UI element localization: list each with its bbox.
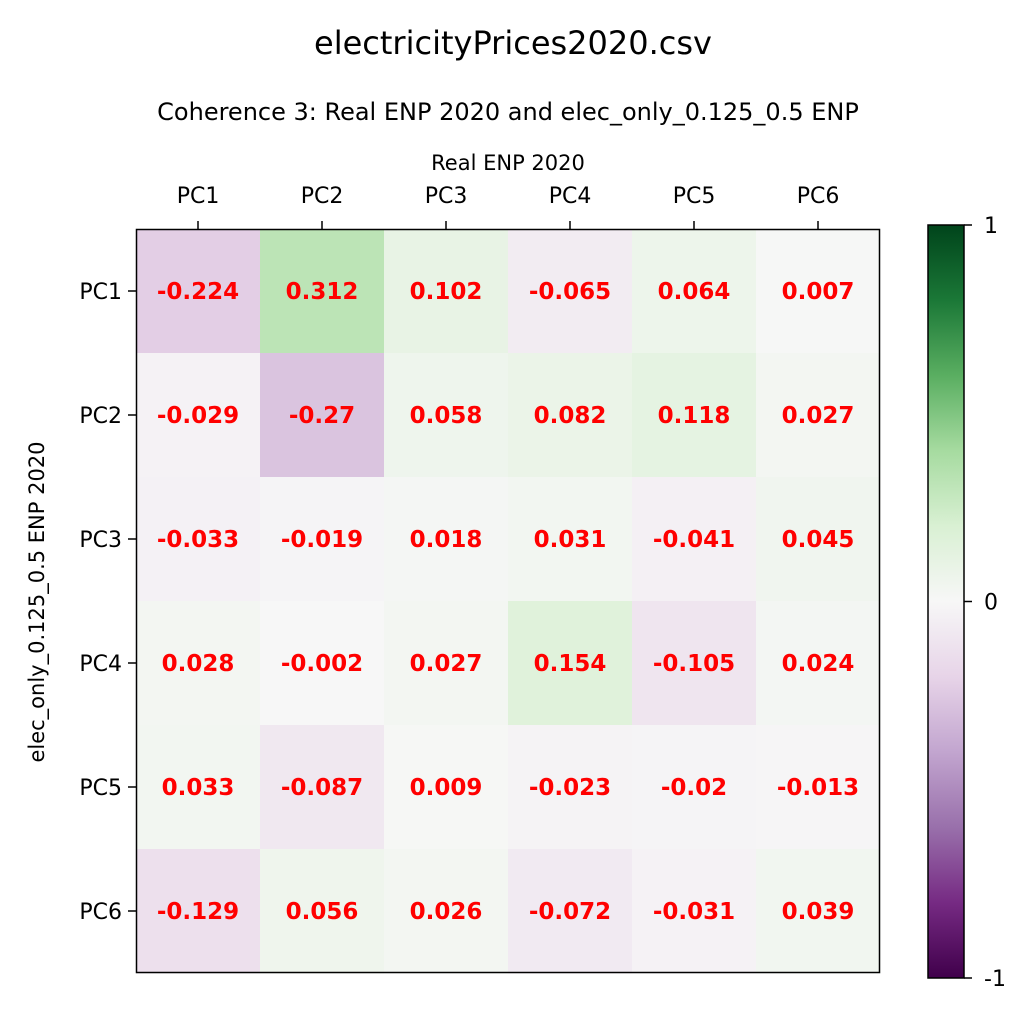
heatmap-cell <box>136 725 261 850</box>
cell-value-label: -0.02 <box>661 775 727 801</box>
heatmap-cell <box>508 477 633 602</box>
heatmap-cell <box>136 601 261 726</box>
cell-value-label: 0.045 <box>782 527 855 553</box>
cell-value-label: -0.002 <box>281 651 363 677</box>
heatmap-cell <box>756 601 881 726</box>
heatmap-cell <box>632 849 757 974</box>
colorbar <box>927 224 965 979</box>
cell-value-label: -0.105 <box>653 651 735 677</box>
heatmap-cell <box>260 229 385 354</box>
heatmap-cell <box>756 353 881 478</box>
heatmap-cell <box>756 229 881 354</box>
x-tick-label: PC3 <box>425 184 468 209</box>
heatmap-cell <box>260 725 385 850</box>
chart-subtitle: Coherence 3: Real ENP 2020 and elec_only… <box>157 98 859 126</box>
heatmap-cell <box>136 849 261 974</box>
y-tick-label: PC5 <box>79 776 122 801</box>
cell-value-label: 0.039 <box>782 899 855 925</box>
cell-value-label: -0.013 <box>777 775 859 801</box>
heatmap-cell <box>756 477 881 602</box>
cell-value-label: -0.041 <box>653 527 735 553</box>
y-tick-label: PC4 <box>79 652 122 677</box>
y-axis-label: elec_only_0.125_0.5 ENP 2020 <box>25 441 50 762</box>
heatmap-cell <box>260 849 385 974</box>
y-axis-ticks: PC1 PC2 PC3 PC4 PC5 PC6 <box>79 280 136 925</box>
heatmap-cell <box>384 229 509 354</box>
x-axis-label: Real ENP 2020 <box>431 151 585 175</box>
heatmap-cell <box>508 725 633 850</box>
heatmap-cell <box>260 601 385 726</box>
y-tick-label: PC6 <box>79 900 122 925</box>
heatmap-cell <box>632 229 757 354</box>
cell-value-label: 0.082 <box>534 403 607 429</box>
heatmap-cell <box>260 353 385 478</box>
heatmap-cell <box>136 477 261 602</box>
x-axis-ticks: PC1 PC2 PC3 PC4 PC5 PC6 <box>177 184 840 229</box>
cell-value-label: 0.007 <box>782 279 855 305</box>
cell-value-label: 0.058 <box>410 403 483 429</box>
heatmap-cell <box>632 601 757 726</box>
colorbar-tick-label: 0 <box>984 591 998 616</box>
cell-value-label: 0.031 <box>534 527 607 553</box>
cell-value-label: -0.27 <box>289 403 355 429</box>
heatmap-cell <box>508 229 633 354</box>
cell-value-label: 0.027 <box>410 651 483 677</box>
x-tick-label: PC2 <box>301 184 344 209</box>
cell-value-label: -0.065 <box>529 279 611 305</box>
x-tick-label: PC5 <box>673 184 716 209</box>
cell-value-label: -0.087 <box>281 775 363 801</box>
cell-value-label: 0.033 <box>162 775 235 801</box>
heatmap-cell <box>756 725 881 850</box>
cell-value-label: 0.312 <box>286 279 359 305</box>
plot-frame <box>135 228 881 974</box>
y-tick-label: PC1 <box>79 280 122 305</box>
cell-value-label: 0.154 <box>534 651 607 677</box>
heatmap-cell <box>260 477 385 602</box>
heatmap-cell <box>384 849 509 974</box>
cell-value-label: -0.031 <box>653 899 735 925</box>
heatmap-cell <box>632 477 757 602</box>
cell-value-label: 0.064 <box>658 279 731 305</box>
cell-value-label: -0.019 <box>281 527 363 553</box>
y-tick-label: PC3 <box>79 528 122 553</box>
heatmap-cell-labels: -0.224 0.312 0.102 -0.065 0.064 0.007 -0.029 -0… <box>157 279 859 925</box>
colorbar-ticks: 1 0 -1 <box>964 214 1006 992</box>
cell-value-label: -0.033 <box>157 527 239 553</box>
heatmap-cell <box>632 725 757 850</box>
cell-value-label: -0.029 <box>157 403 239 429</box>
cell-value-label: 0.009 <box>410 775 483 801</box>
cell-value-label: 0.018 <box>410 527 483 553</box>
heatmap-cell <box>384 601 509 726</box>
cell-value-label: 0.026 <box>410 899 483 925</box>
heatmap-cell <box>508 849 633 974</box>
heatmap-cells <box>136 229 881 974</box>
heatmap-cell <box>136 229 261 354</box>
cell-value-label: 0.024 <box>782 651 855 677</box>
heatmap-cell <box>384 725 509 850</box>
chart-title: electricityPrices2020.csv <box>314 24 712 62</box>
cell-value-label: -0.023 <box>529 775 611 801</box>
x-tick-label: PC6 <box>797 184 840 209</box>
cell-value-label: -0.072 <box>529 899 611 925</box>
heatmap-cell <box>508 353 633 478</box>
cell-value-label: 0.056 <box>286 899 359 925</box>
heatmap-cell <box>136 353 261 478</box>
colorbar-tick-label: 1 <box>984 214 998 239</box>
heatmap-cell <box>508 601 633 726</box>
heatmap-cell <box>756 849 881 974</box>
cell-value-label: 0.027 <box>782 403 855 429</box>
x-tick-label: PC1 <box>177 184 220 209</box>
cell-value-label: 0.102 <box>410 279 483 305</box>
colorbar-tick-label: -1 <box>984 967 1006 992</box>
heatmap-cell <box>384 353 509 478</box>
cell-value-label: 0.118 <box>658 403 731 429</box>
cell-value-label: 0.028 <box>162 651 235 677</box>
heatmap-cell <box>632 353 757 478</box>
cell-value-label: -0.224 <box>157 279 239 305</box>
cell-value-label: -0.129 <box>157 899 239 925</box>
heatmap-cell <box>384 477 509 602</box>
x-tick-label: PC4 <box>549 184 592 209</box>
y-tick-label: PC2 <box>79 404 122 429</box>
